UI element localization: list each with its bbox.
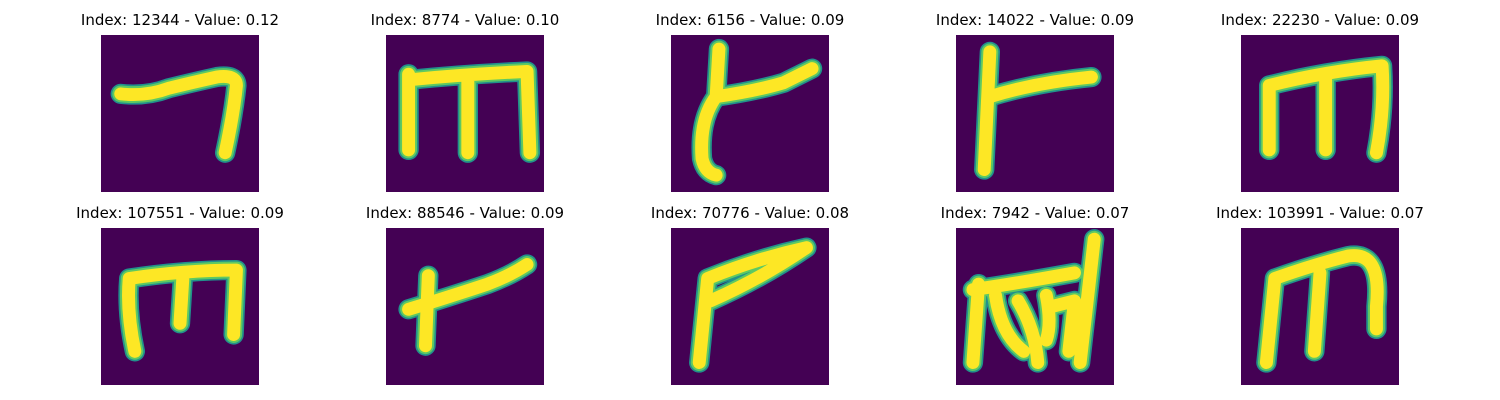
glyph-stroke	[1259, 249, 1384, 370]
glyph-edge	[974, 41, 1102, 180]
sample-title: Index: 7942 - Value: 0.07	[940, 204, 1130, 222]
glyph-stroke	[402, 257, 534, 353]
sample-title: Index: 107551 - Value: 0.09	[76, 204, 284, 222]
glyph-stroke	[122, 263, 243, 358]
sample-title: Index: 88546 - Value: 0.09	[365, 204, 565, 222]
glyph-image	[386, 35, 544, 192]
sample-title: Index: 70776 - Value: 0.08	[650, 204, 850, 222]
sample-tile: Index: 8774 - Value: 0.10	[315, 0, 615, 192]
sample-tile: Index: 14022 - Value: 0.09	[885, 0, 1185, 192]
sample-tile: Index: 22230 - Value: 0.09	[1170, 0, 1470, 192]
sample-tile: Index: 88546 - Value: 0.09	[315, 193, 615, 385]
sample-tile: Index: 12344 - Value: 0.12	[30, 0, 330, 192]
sample-tile: Index: 107551 - Value: 0.09	[30, 193, 330, 385]
sample-title: Index: 14022 - Value: 0.09	[935, 11, 1135, 29]
sample-title: Index: 103991 - Value: 0.07	[1216, 204, 1424, 222]
sample-title: Index: 8774 - Value: 0.10	[370, 11, 560, 29]
glyph-image	[671, 35, 829, 192]
sample-tile: Index: 70776 - Value: 0.08	[600, 193, 900, 385]
glyph-stroke	[1262, 59, 1390, 160]
glyph-image	[671, 228, 829, 385]
glyph-stroke	[402, 64, 537, 160]
glyph-stroke	[692, 241, 813, 370]
sample-title: Index: 6156 - Value: 0.09	[655, 11, 845, 29]
glyph-image	[101, 35, 259, 192]
glyph-stroke	[966, 232, 1101, 370]
glyph-image	[1241, 35, 1399, 192]
glyph-image	[956, 35, 1114, 192]
glyph-image	[386, 228, 544, 385]
glyph-stroke	[114, 70, 243, 160]
sample-title: Index: 22230 - Value: 0.09	[1220, 11, 1420, 29]
glyph-stroke	[977, 45, 1098, 177]
sample-tile: Index: 103991 - Value: 0.07	[1170, 193, 1470, 385]
glyph-stroke	[695, 42, 819, 182]
glyph-image	[101, 228, 259, 385]
sample-tile: Index: 6156 - Value: 0.09	[600, 0, 900, 192]
glyph-image	[956, 228, 1114, 385]
glyph-image	[1241, 228, 1399, 385]
sample-tile: Index: 7942 - Value: 0.07	[885, 193, 1185, 385]
sample-title: Index: 12344 - Value: 0.12	[80, 11, 280, 29]
